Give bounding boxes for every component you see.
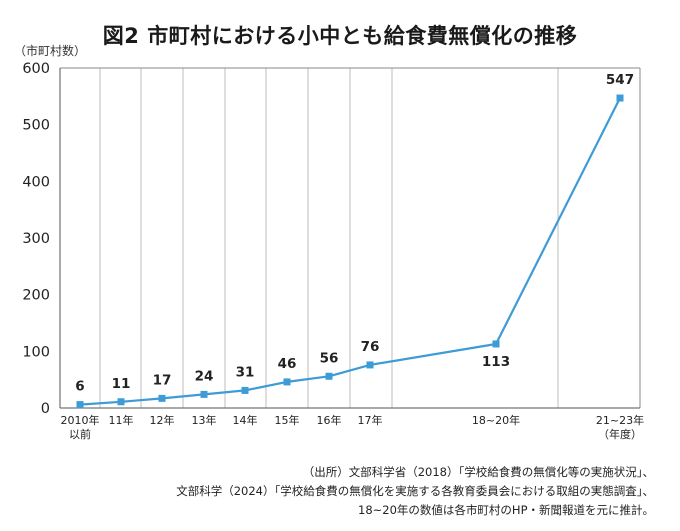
series-markers [76,94,624,409]
y-tick-labels: 0 100 200 300 400 500 600 [22,61,50,417]
x-tick-label: 2010年 [61,413,100,427]
x-tick-label: 11年 [109,413,134,427]
data-point-marker [158,394,166,402]
data-point-marker [492,340,500,348]
x-tick-label: 以前 [69,427,91,441]
x-tick-label: 15年 [275,413,300,427]
data-label: 24 [195,368,214,384]
y-tick-label: 500 [22,118,50,134]
data-point-marker [76,401,84,409]
x-tick-label: 13年 [192,413,217,427]
source-note-line: 18~20年の数値は各市町村のHP・新聞報道を元に推計。 [358,503,654,517]
data-label: 56 [320,350,339,366]
y-tick-label: 600 [22,61,50,77]
x-tick-label: 21~23年 [596,413,644,427]
data-point-marker [283,378,291,386]
x-tick-label: 17年 [358,413,383,427]
x-tick-label: （年度） [598,427,642,441]
y-tick-label: 100 [22,344,50,360]
axes [59,67,641,409]
data-point-marker [616,94,624,102]
data-label: 31 [236,364,255,380]
x-tick-label: 18~20年 [472,413,520,427]
y-tick-label: 200 [22,288,50,304]
source-notes: （出所）文部科学省（2018）「学校給食費の無償化等の実施状況」、 文部科学（2… [176,463,654,520]
grid-lines [99,68,559,408]
source-note-line: 文部科学（2024）「学校給食費の無償化を実施する各教育委員会における取組の実態… [176,484,654,498]
y-tick-label: 400 [22,174,50,190]
y-axis-unit-label: （市町村数） [14,44,87,58]
data-label: 76 [361,339,380,355]
y-tick-label: 300 [22,231,50,247]
series-line [79,97,621,406]
data-label: 11 [112,376,131,392]
chart-title: 図2 市町村における小中とも給食費無償化の推移 [102,24,578,48]
data-label: 547 [606,72,634,88]
data-point-marker [325,372,333,380]
data-point-marker [200,390,208,398]
data-label: 6 [75,379,84,395]
x-tick-label: 12年 [150,413,175,427]
data-label: 17 [153,372,172,388]
y-tick-label: 0 [41,401,50,417]
data-point-marker [366,361,374,369]
series-line [79,97,621,406]
data-label: 113 [482,354,510,370]
x-tick-label: 14年 [233,413,258,427]
data-label: 46 [278,356,297,372]
x-tick-label: 16年 [317,413,342,427]
data-point-marker [241,386,249,394]
data-labels: 6 11 17 24 31 46 56 76 113 547 [75,72,634,395]
source-note-line: （出所）文部科学省（2018）「学校給食費の無償化等の実施状況」、 [302,465,654,479]
data-point-marker [117,398,125,406]
